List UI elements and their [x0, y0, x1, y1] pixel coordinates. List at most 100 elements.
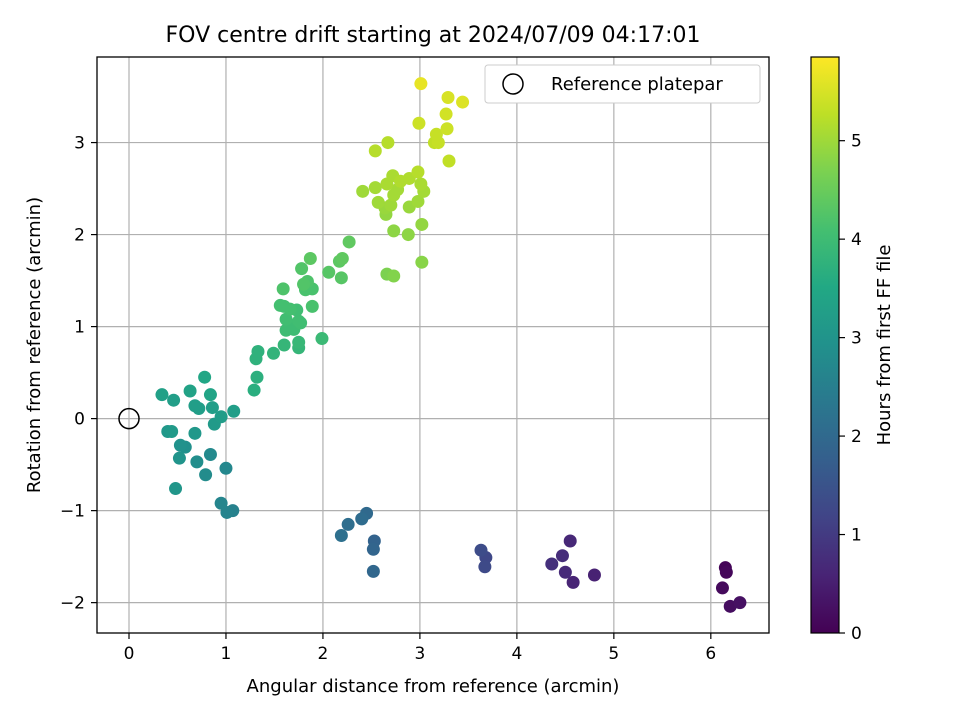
- data-point: [188, 399, 202, 413]
- data-point: [384, 198, 398, 212]
- data-point: [371, 195, 385, 209]
- data-point: [368, 181, 382, 195]
- data-point: [415, 217, 429, 231]
- data-point: [198, 370, 212, 384]
- data-point: [414, 77, 428, 91]
- colorbar-ticks: 0 1 2 3 4 5: [839, 132, 862, 644]
- data-point: [292, 335, 306, 349]
- data-point: [442, 154, 456, 168]
- data-point: [366, 542, 380, 556]
- data-point: [165, 424, 179, 438]
- data-point: [247, 383, 261, 397]
- legend-box: [484, 64, 761, 104]
- data-point: [415, 255, 429, 269]
- data-point: [203, 447, 217, 461]
- data-point: [478, 560, 492, 574]
- y-tick-label: −1: [60, 502, 85, 522]
- data-point: [356, 184, 370, 198]
- data-point: [279, 312, 293, 326]
- data-point: [322, 265, 336, 279]
- data-point: [355, 512, 369, 526]
- data-point: [394, 174, 408, 188]
- data-point: [183, 384, 197, 398]
- data-point: [411, 194, 425, 208]
- x-axis-label: Angular distance from reference (arcmin): [247, 676, 620, 697]
- data-point: [266, 346, 280, 360]
- data-point: [199, 468, 213, 482]
- data-point: [439, 107, 453, 121]
- data-point: [381, 136, 395, 150]
- data-point: [563, 534, 577, 548]
- y-tick-label: 3: [74, 134, 85, 154]
- chart-title: FOV centre drift starting at 2024/07/09 …: [166, 23, 701, 48]
- data-point: [276, 282, 290, 296]
- colorbar-label: Hours from first FF file: [874, 245, 895, 446]
- x-tick-label: 6: [705, 644, 716, 664]
- data-point: [387, 224, 401, 238]
- data-point: [440, 122, 454, 136]
- legend[interactable]: Reference platepar: [484, 64, 761, 104]
- y-tick-label: 0: [74, 410, 85, 430]
- legend-label: Reference platepar: [551, 74, 723, 95]
- plot-frame: [96, 56, 770, 634]
- data-point: [401, 228, 415, 242]
- data-point: [429, 127, 443, 141]
- data-point: [368, 144, 382, 158]
- data-point: [251, 344, 265, 358]
- y-axis: −2 −1 0 1 2 3: [60, 134, 97, 614]
- data-point: [411, 165, 425, 179]
- data-point: [456, 95, 470, 109]
- data-point: [172, 451, 186, 465]
- data-point: [335, 252, 349, 266]
- y-tick-label: 2: [74, 226, 85, 246]
- data-point: [205, 401, 219, 415]
- data-point: [566, 575, 580, 589]
- data-point: [412, 116, 426, 130]
- legend-marker: [502, 73, 524, 95]
- x-tick-label: 5: [608, 644, 619, 664]
- data-point: [277, 338, 291, 352]
- data-point: [587, 568, 601, 582]
- colorbar-tick-label: 3: [851, 329, 862, 349]
- colorbar-tick-label: 1: [851, 526, 862, 546]
- x-tick-label: 0: [124, 644, 135, 664]
- colorbar: 0 1 2 3 4 5 Hours from first FF file: [810, 56, 895, 644]
- data-point: [555, 549, 569, 563]
- colorbar-tick-label: 0: [851, 624, 862, 644]
- data-point: [214, 410, 228, 424]
- x-tick-label: 3: [414, 644, 425, 664]
- data-point: [715, 581, 729, 595]
- data-point: [414, 177, 428, 191]
- data-point: [342, 235, 356, 249]
- x-tick-label: 2: [318, 644, 329, 664]
- colorbar-tick-label: 2: [851, 427, 862, 447]
- data-point: [387, 269, 401, 283]
- data-point: [341, 517, 355, 531]
- data-point: [273, 298, 287, 312]
- data-point: [719, 565, 733, 579]
- scatter-points: [155, 77, 747, 613]
- x-tick-label: 1: [221, 644, 232, 664]
- data-point: [155, 388, 169, 402]
- data-point: [227, 404, 241, 418]
- data-point: [545, 557, 559, 571]
- data-point: [295, 262, 309, 276]
- data-point: [315, 332, 329, 346]
- data-point: [219, 461, 233, 475]
- data-point: [250, 370, 264, 384]
- reference-point-marker: [118, 407, 140, 430]
- data-point: [733, 596, 747, 610]
- y-tick-label: −2: [60, 594, 85, 614]
- data-point: [474, 543, 488, 557]
- x-axis: 0 1 2 3 4 5 6: [124, 633, 716, 664]
- y-axis-label: Rotation from reference (arcmin): [24, 197, 45, 493]
- colorbar-gradient: [810, 56, 840, 634]
- data-point: [292, 314, 306, 328]
- data-point: [303, 252, 317, 266]
- colorbar-tick-label: 4: [851, 230, 862, 250]
- data-point: [203, 388, 217, 402]
- y-tick-label: 1: [74, 318, 85, 338]
- data-point: [366, 564, 380, 578]
- data-point: [188, 426, 202, 440]
- x-tick-label: 4: [511, 644, 522, 664]
